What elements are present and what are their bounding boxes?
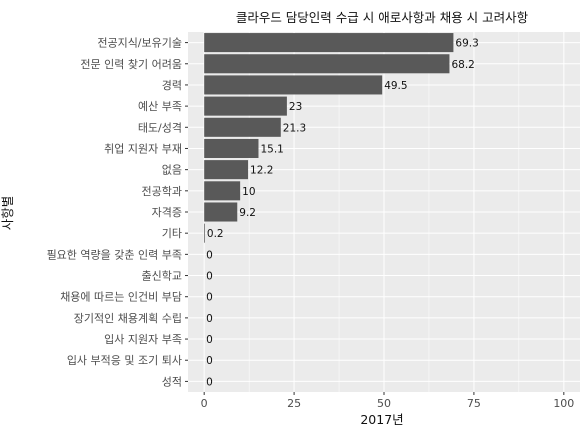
bar <box>204 160 249 180</box>
category-label: 없음 <box>162 164 182 177</box>
data-label-group: 69.3 68.2 49.5 23 21.315.1 12.2 10 9.2 0.2 0 0 0 0 0 0… <box>206 38 479 389</box>
bar-value-label: 0 <box>206 271 213 283</box>
bar <box>204 223 205 243</box>
bar <box>204 33 454 53</box>
x-tick-group: 0 25 50 75 100 <box>201 392 574 410</box>
bar-value-label: 15.1 <box>260 143 283 155</box>
category-label: 취업 지원자 부재 <box>104 142 182 155</box>
category-label: 예산 부족 <box>138 100 182 113</box>
x-tick-label: 50 <box>377 397 391 410</box>
category-label: 태도/성격 <box>138 121 182 134</box>
x-tick-label: 0 <box>201 397 208 410</box>
bar-value-label: 23 <box>289 101 302 113</box>
bar <box>204 138 259 158</box>
category-label: 입사 지원자 부족 <box>104 333 182 346</box>
bar-value-label: 21.3 <box>283 122 306 134</box>
bar <box>204 117 281 137</box>
chart-title: 클라우드 담당인력 수급 시 애로사항과 채용 시 고려사항 <box>236 10 529 25</box>
bar-value-label: 0 <box>206 334 213 346</box>
bar <box>204 54 450 74</box>
bar <box>204 202 238 222</box>
category-label: 기타 <box>162 227 182 240</box>
bar <box>204 96 287 116</box>
category-label: 성적 <box>162 375 182 388</box>
category-label: 출신학교 <box>142 270 182 283</box>
bar-value-label: 0 <box>206 313 213 325</box>
bar-value-label: 0 <box>206 376 213 388</box>
category-label: 전공지식/보유기술 <box>97 37 182 50</box>
category-label: 경력 <box>162 79 182 92</box>
bar <box>204 75 383 95</box>
bar-value-label: 9.2 <box>239 207 256 219</box>
category-label: 채용에 따르는 인건비 부담 <box>60 291 182 304</box>
bar-value-label: 49.5 <box>384 80 407 92</box>
category-label: 필요한 역량을 갖춘 인력 부족 <box>47 248 182 261</box>
bar-value-label: 0 <box>206 355 213 367</box>
bar-value-label: 0 <box>206 249 213 261</box>
bar-value-label: 68.2 <box>451 59 474 71</box>
y-axis-title: 사항별 <box>0 196 15 231</box>
category-label: 전문 인력 찾기 어려움 <box>80 58 182 71</box>
x-tick-label: 25 <box>287 397 301 410</box>
x-axis-title: 2017년 <box>360 412 403 427</box>
category-label: 장기적인 채용계획 수립 <box>74 312 182 325</box>
x-tick-label: 100 <box>553 397 574 410</box>
bar-value-label: 0 <box>206 292 213 304</box>
category-label: 자격증 <box>152 206 182 219</box>
bar-group <box>204 33 454 243</box>
bar-value-label: 10 <box>242 186 255 198</box>
bar-value-label: 0.2 <box>207 228 224 240</box>
category-label: 전공학과 <box>142 185 182 198</box>
bar-value-label: 12.2 <box>250 165 273 177</box>
x-tick-label: 75 <box>467 397 481 410</box>
category-label: 입사 부적응 및 조기 퇴사 <box>67 354 182 367</box>
bar-value-label: 69.3 <box>455 38 478 50</box>
bar <box>204 181 241 201</box>
